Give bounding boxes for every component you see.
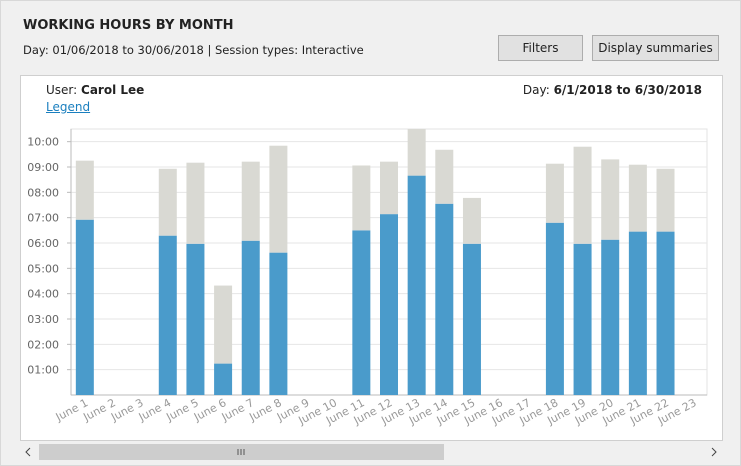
bar-segment [241, 240, 260, 395]
bar-segment [656, 168, 675, 232]
bar-segment [435, 203, 454, 395]
y-tick-label: 06:00 [27, 237, 59, 250]
subtitle: Day: 01/06/2018 to 30/06/2018 | Session … [23, 43, 364, 57]
bar-segment [435, 149, 454, 204]
user-info: User: Carol Lee [46, 83, 144, 97]
filters-button[interactable]: Filters [498, 35, 583, 61]
bar-segment [186, 162, 205, 244]
scrollbar[interactable] [20, 443, 723, 461]
bar-segment [214, 285, 233, 364]
y-tick-label: 09:00 [27, 161, 59, 174]
bar-segment [158, 168, 177, 236]
scroll-left-arrow[interactable] [25, 447, 31, 457]
user-name: Carol Lee [81, 83, 145, 97]
user-label: User: [46, 83, 78, 97]
bar-segment [545, 163, 564, 223]
bar-segment [462, 243, 481, 395]
bar-segment [656, 231, 675, 395]
scroll-right-arrow[interactable] [711, 447, 717, 457]
summaries-button[interactable]: Display summaries [592, 35, 719, 61]
bar-segment [407, 175, 426, 395]
bar-segment [601, 239, 620, 395]
bar-segment [75, 219, 94, 395]
bar-segment [628, 231, 647, 395]
scroll-grip [237, 449, 245, 455]
y-tick-label: 01:00 [27, 364, 59, 377]
bar-segment [241, 161, 260, 241]
day-info: Day: 6/1/2018 to 6/30/2018 [523, 83, 702, 97]
chart: 01:00 02:00 03:00 04:00 05:00 06:00 07:00 08:00… [27, 128, 708, 428]
bar-segment [269, 145, 288, 253]
bar-segment [601, 159, 620, 240]
bar-segment [75, 160, 94, 220]
legend-link[interactable]: Legend [46, 100, 91, 114]
y-tick-label: 10:00 [27, 136, 59, 149]
bar-segment [462, 197, 481, 244]
y-tick-label: 04:00 [27, 288, 59, 301]
day-label: Day: [522, 83, 550, 97]
bar-segment [269, 252, 288, 395]
bar-segment [573, 146, 592, 244]
bar-segment [573, 243, 592, 395]
bar-segment [380, 161, 398, 215]
bar-segment [352, 165, 371, 231]
page-title: WORKING HOURS BY MONTH [23, 18, 234, 33]
y-tick-label: 08:00 [27, 186, 59, 199]
bar-segment [407, 129, 426, 176]
bar-segment [158, 235, 177, 395]
bar-segment [214, 363, 233, 395]
bar-segment [545, 222, 564, 395]
y-tick-label: 03:00 [27, 313, 59, 326]
bar-segment [628, 164, 647, 232]
day-range: 6/1/2018 to 6/30/2018 [553, 83, 702, 97]
y-tick-label: 05:00 [27, 262, 59, 275]
bar-segment [380, 214, 398, 395]
bar-segment [186, 243, 205, 395]
y-tick-label: 02:00 [27, 338, 59, 351]
y-tick-label: 07:00 [27, 212, 59, 225]
bar-segment [352, 230, 371, 395]
